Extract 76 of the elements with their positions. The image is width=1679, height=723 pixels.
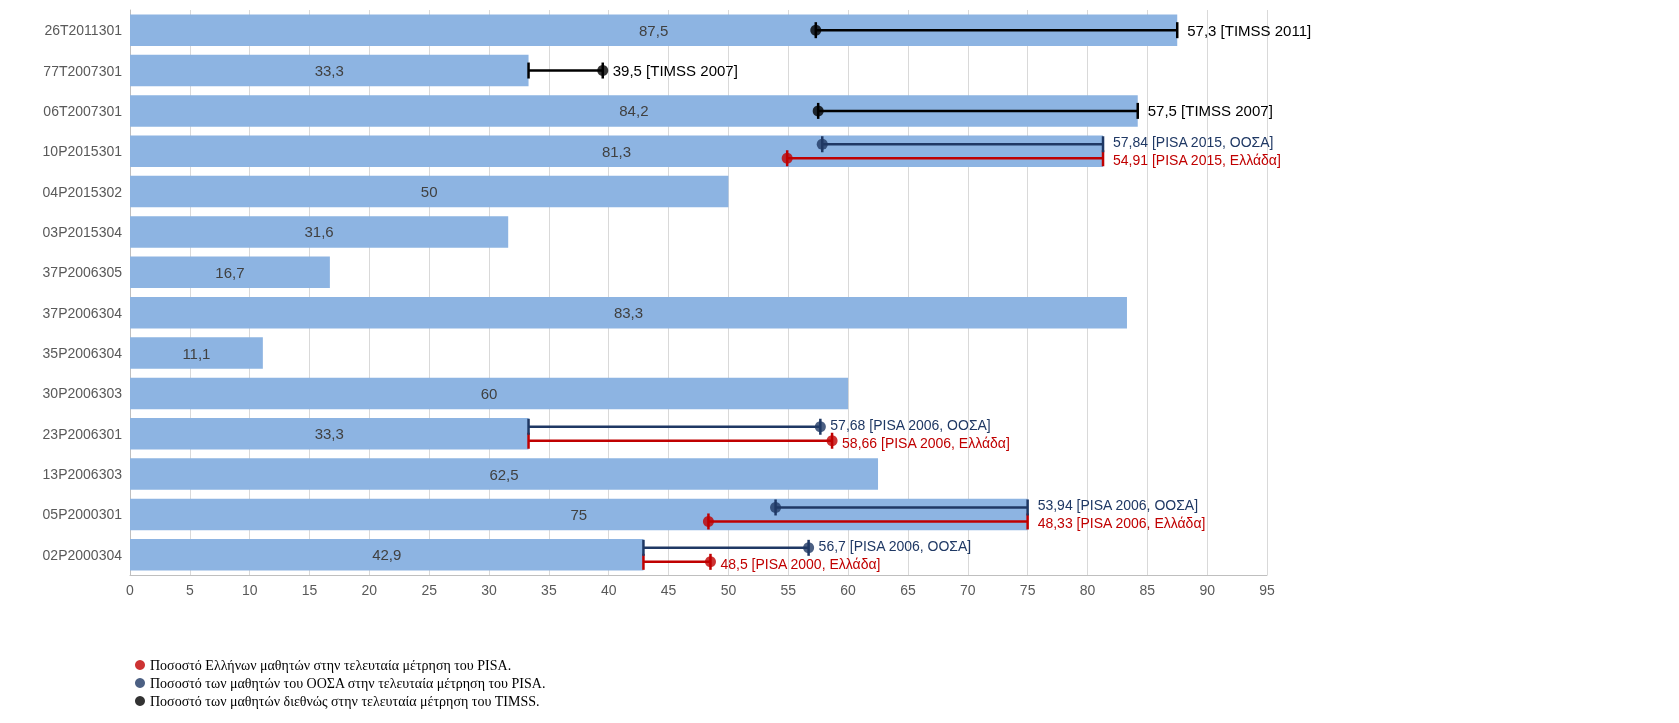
x-tick-label: 85 xyxy=(1139,582,1156,598)
data-label: 11,1 xyxy=(182,344,211,362)
x-tick-label: 10 xyxy=(241,582,258,598)
x-tick-label: 95 xyxy=(1259,582,1275,598)
bar xyxy=(130,337,263,369)
y-tick-label: 30P2006303 xyxy=(42,385,123,402)
y-tick-label: 13P2006303 xyxy=(42,466,123,483)
bar xyxy=(130,54,529,87)
x-tick-label: 60 xyxy=(840,582,857,598)
bar xyxy=(130,458,879,490)
data-label: 62,5 xyxy=(489,465,519,483)
annotation: 57,5 [TIMSS 2007] xyxy=(1147,102,1273,120)
bar xyxy=(130,539,644,571)
bar xyxy=(130,418,529,450)
data-label: 42,9 xyxy=(372,546,402,564)
y-tick-label: 02P2000304 xyxy=(42,546,123,563)
data-label: 31,6 xyxy=(304,223,334,241)
annotation: 56,7 [PISA 2006, ΟΟΣΑ] xyxy=(818,537,972,554)
annotation: 39,5 [TIMSS 2007] xyxy=(612,62,738,80)
x-tick-label: 15 xyxy=(301,582,318,598)
data-label: 16,7 xyxy=(215,263,245,281)
data-label: 50 xyxy=(420,183,438,201)
data-label: 87,5 xyxy=(639,21,669,39)
x-tick-label: 40 xyxy=(600,582,617,598)
annotation: 57,68 [PISA 2006, ΟΟΣΑ] xyxy=(830,416,991,433)
data-label: 60 xyxy=(480,384,498,402)
x-tick-label: 0 xyxy=(126,582,135,598)
x-tick-label: 5 xyxy=(185,582,194,598)
y-tick-label: 23P2006301 xyxy=(42,425,123,442)
data-label: 75 xyxy=(570,505,588,523)
annotation: 54,91 [PISA 2015, Ελλάδα] xyxy=(1113,152,1281,169)
bar xyxy=(130,216,509,248)
data-label: 33,3 xyxy=(314,62,344,80)
bar xyxy=(130,135,1104,167)
annotation: 57,84 [PISA 2015, ΟΟΣΑ] xyxy=(1113,134,1274,151)
bar xyxy=(130,296,1127,329)
y-tick-label: 03P2015304 xyxy=(42,223,123,240)
bar xyxy=(130,377,849,410)
data-label: 84,2 xyxy=(619,102,649,120)
y-tick-label: 26T2011301 xyxy=(44,22,123,39)
legend-label: Ποσοστό των μαθητών του ΟΟΣΑ στην τελευταία μέτρηση του PISA. xyxy=(150,675,546,691)
annotation: 58,66 [PISA 2006, Ελλάδα] xyxy=(842,434,1010,451)
legend-label: Ποσοστό των μαθητών διεθνώς στην τελευταία μέτρηση του TIMSS. xyxy=(150,693,540,709)
bar xyxy=(130,175,729,208)
y-tick-label: 10P2015301 xyxy=(42,143,123,160)
data-label: 33,3 xyxy=(314,425,344,443)
x-tick-label: 70 xyxy=(960,582,976,598)
y-tick-label: 35P2006304 xyxy=(42,345,123,362)
x-tick-label: 75 xyxy=(1019,582,1036,598)
y-tick-label: 37P2006305 xyxy=(42,264,123,281)
bar xyxy=(130,256,330,289)
y-tick-label: 04P2015302 xyxy=(42,183,123,200)
x-tick-label: 35 xyxy=(541,582,557,598)
bar xyxy=(130,498,1028,531)
data-label: 83,3 xyxy=(613,304,644,322)
bar xyxy=(130,14,1178,46)
legend-label: Ποσοστό Ελλήνων μαθητών στην τελευταία μέτρηση του PISA. xyxy=(150,657,512,673)
annotation: 53,94 [PISA 2006, ΟΟΣΑ] xyxy=(1037,497,1199,514)
x-tick-label: 25 xyxy=(421,582,438,598)
bar xyxy=(130,95,1138,127)
x-tick-label: 55 xyxy=(780,582,797,598)
y-tick-label: 05P2000301 xyxy=(42,506,123,523)
x-tick-label: 65 xyxy=(900,582,916,598)
x-tick-label: 45 xyxy=(660,582,677,598)
data-label: 81,3 xyxy=(601,142,632,160)
y-tick-label: 77T2007301 xyxy=(43,62,123,79)
annotation: 48,33 [PISA 2006, Ελλάδα] xyxy=(1037,515,1206,532)
x-tick-label: 80 xyxy=(1079,582,1096,598)
x-tick-label: 90 xyxy=(1199,582,1216,598)
y-tick-label: 37P2006304 xyxy=(42,304,123,321)
y-tick-label: 06T2007301 xyxy=(43,102,123,119)
x-tick-label: 50 xyxy=(720,582,737,598)
annotation: 48,5 [PISA 2000, Ελλάδα] xyxy=(720,555,881,572)
x-tick-label: 30 xyxy=(481,582,498,598)
x-tick-label: 20 xyxy=(361,582,378,598)
annotation: 57,3 [TIMSS 2011] xyxy=(1187,21,1312,39)
